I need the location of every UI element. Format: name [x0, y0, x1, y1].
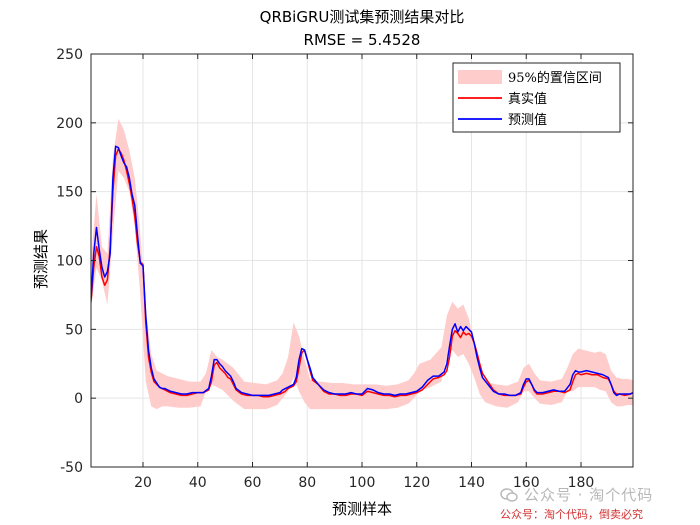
y-tick-label: 0	[74, 391, 83, 407]
y-tick-label: 150	[56, 185, 83, 201]
x-tick-label: 60	[244, 475, 262, 491]
watermark-line2: 公众号：淘个代码，倒卖必究	[500, 508, 643, 521]
watermark: 公众号 · 淘个代码 公众号：淘个代码，倒卖必究	[500, 484, 696, 522]
legend-label: 真实值	[508, 91, 547, 107]
y-tick-label: 200	[56, 116, 83, 132]
watermark-line1: 公众号 · 淘个代码	[524, 486, 654, 504]
x-tick-label: 40	[189, 475, 207, 491]
x-tick-label: 140	[458, 475, 485, 491]
y-tick-label: 250	[56, 47, 83, 63]
legend-label: 95%的置信区间	[508, 70, 602, 86]
legend-band-swatch	[458, 70, 502, 84]
x-tick-label: 120	[403, 475, 430, 491]
chart-subtitle: RMSE = 5.4528	[304, 31, 421, 49]
legend-label: 预测值	[508, 112, 547, 128]
confidence-band	[91, 118, 633, 410]
y-tick-label: 50	[65, 322, 83, 338]
y-tick-label: 100	[56, 254, 83, 270]
x-tick-label: 80	[298, 475, 316, 491]
x-tick-label: 160	[513, 475, 540, 491]
watermark-brand: 公众号 · 淘个代码	[500, 484, 696, 505]
y-tick-label: -50	[60, 460, 83, 476]
predicted-value-line	[91, 145, 633, 397]
x-tick-label: 100	[349, 475, 376, 491]
x-tick-label: 180	[568, 475, 595, 491]
chart-title: QRBiGRU测试集预测结果对比	[260, 8, 465, 26]
wechat-icon	[500, 487, 518, 502]
y-axis-label: 预测结果	[32, 229, 50, 289]
x-tick-label: 20	[134, 475, 152, 491]
x-axis-label: 预测样本	[332, 500, 392, 518]
